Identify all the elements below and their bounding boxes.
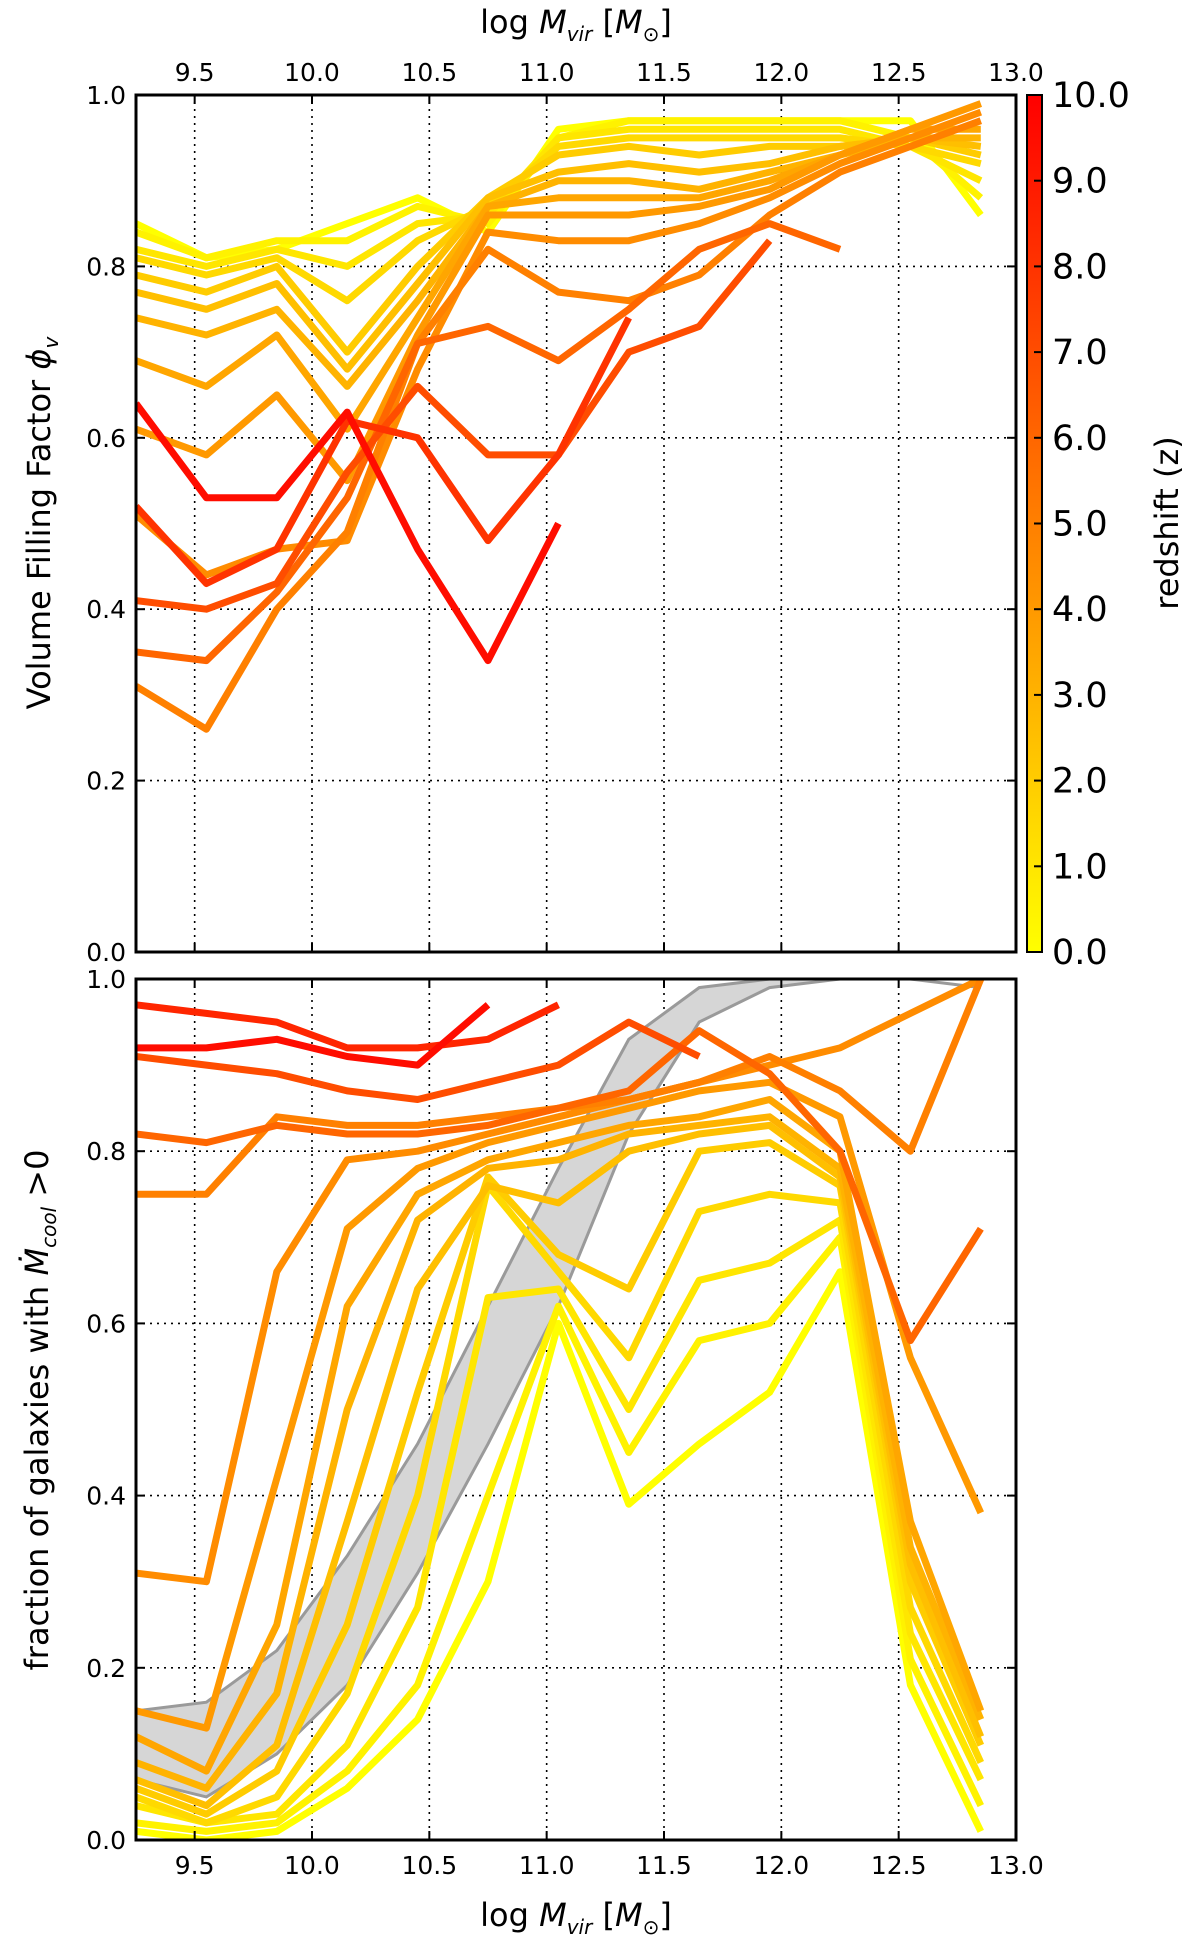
series-line-z-1 [136,125,983,270]
series-line-z-6 [136,1027,984,1345]
bottom-series-lines [136,979,985,1840]
y-tick-label: 0.4 [86,1482,126,1511]
top-gridlines [136,94,1017,953]
x-tick-label: 10.5 [401,58,457,87]
top-ticks: 9.5 10.0 10.5 11.0 11.5 12.0 12.5 13.0 0.0 0.2 0.4… [86,58,1044,967]
top-y-axis-title: Volume Filling Factor ϕv [20,336,63,710]
colorbar-tick-label: 2.0 [1052,762,1108,802]
colorbar-tick-label: 7.0 [1052,333,1108,373]
y-tick-label: 0.0 [86,1826,126,1855]
y-tick-label: 0.4 [86,595,126,624]
series-line-z-0 [136,1268,984,1840]
x-tick-label: 11.5 [636,1851,692,1880]
y-tick-label: 0.6 [86,424,126,453]
colorbar-tick-label: 4.0 [1052,590,1108,630]
top-panel: 9.5 10.0 10.5 11.0 11.5 12.0 12.5 13.0 0.0 0.2 0.4… [20,3,1044,967]
series-line-z-8-5 [136,1001,560,1052]
series-line-z-1-5 [136,134,982,305]
bottom-panel: 9.5 10.0 10.5 11.0 11.5 12.0 12.5 13.0 0.0 0.2 0.4… [18,965,1044,1939]
series-line-z-7 [136,1018,701,1103]
bottom-ticks: 9.5 10.0 10.5 11.0 11.5 12.0 12.5 13.0 0.0 0.2 0.4… [86,965,1044,1880]
y-tick-label: 0.8 [86,252,126,281]
bottom-y-axis-title: fraction of galaxies with Ṁcool >0 [18,1150,61,1671]
x-tick-label: 11.0 [519,58,575,87]
y-tick-label: 1.0 [86,81,126,110]
series-line-z-9-5 [136,1002,491,1069]
x-tick-label: 13.0 [988,1851,1044,1880]
colorbar-tick-label: 6.0 [1052,419,1108,459]
series-line-z-4-5 [136,979,983,1586]
x-tick-label: 13.0 [988,58,1044,87]
colorbar-tick-label: 0.0 [1052,933,1108,973]
series-line-z-7 [136,238,773,613]
y-tick-label: 0.8 [86,1137,126,1166]
x-tick-label: 10.5 [401,1851,457,1880]
series-line-z-9-5 [136,401,562,665]
top-axes-frame [134,93,1018,954]
colorbar-tick-label: 8.0 [1052,247,1108,287]
x-tick-label: 10.0 [284,58,340,87]
y-tick-label: 1.0 [86,965,126,994]
top-series-lines [136,100,984,733]
series-line-z-4 [136,1078,984,1732]
x-tick-label: 9.5 [175,1851,215,1880]
x-tick-label: 12.0 [753,1851,809,1880]
colorbar-ticks: 0.0 1.0 2.0 3.0 4.0 5.0 6.0 7.0 8.0 9.0 10.0 [1034,76,1130,973]
series-line-z-8 [136,316,632,587]
x-tick-label: 12.5 [871,1851,927,1880]
x-tick-label: 11.0 [519,1851,575,1880]
y-tick-label: 0.0 [86,938,126,967]
bottom-axes-frame [134,977,1018,1842]
colorbar-tick-label: 10.0 [1052,76,1130,116]
colorbar: 0.0 1.0 2.0 3.0 4.0 5.0 6.0 7.0 8.0 9.0 10.0 redsh… [1026,76,1186,973]
colorbar-tick-label: 9.0 [1052,162,1108,202]
x-tick-label: 12.0 [753,58,809,87]
x-tick-label: 9.5 [175,58,215,87]
series-line-z-2-5 [136,134,982,373]
y-tick-label: 0.2 [86,1654,126,1683]
y-tick-label: 0.6 [86,1309,126,1338]
x-tick-label: 12.5 [871,58,927,87]
series-line-z-6 [136,220,842,665]
x-tick-label: 10.0 [284,1851,340,1880]
series-line-z-4 [136,100,983,485]
series-line-z-5 [136,117,983,733]
x-tick-label: 11.5 [636,58,692,87]
colorbar-tick-label: 1.0 [1052,847,1108,887]
colorbar-tick-label: 3.0 [1052,676,1108,716]
y-tick-label: 0.2 [86,767,126,796]
bottom-x-axis-title: log Mvir [M⊙] [480,1896,672,1939]
colorbar-tick-label: 5.0 [1052,505,1108,545]
colorbar-title: redshift (z) [1148,436,1186,609]
top-x-axis-title: log Mvir [M⊙] [480,3,672,46]
